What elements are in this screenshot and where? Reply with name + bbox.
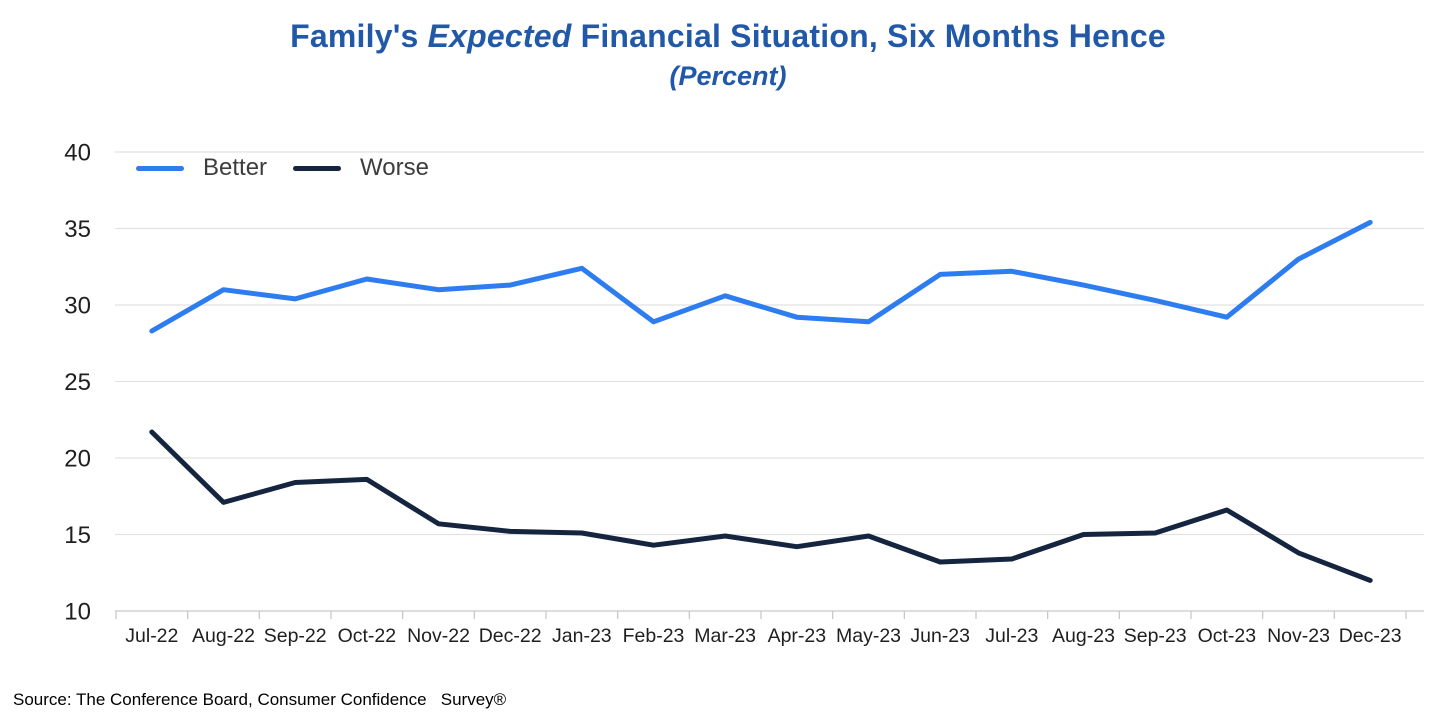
y-axis-tick-label: 25 [64,369,91,396]
legend-line-swatch-better [136,165,184,171]
x-axis-tick-label: Jul-23 [985,625,1038,647]
title-part-2: Financial Situation, Six Months Hence [571,18,1166,54]
y-axis-tick-label: 15 [64,522,91,549]
x-axis-tick-label: Oct-23 [1198,625,1257,647]
legend-line-swatch-worse [293,165,342,171]
chart-subtitle: (Percent) [669,61,787,91]
x-axis-tick-label: Mar-23 [694,625,756,647]
series-line-better [149,219,1373,334]
x-axis-tick-label: Dec-22 [479,625,542,647]
title-part-1: Family's [290,18,428,54]
x-axis-tick-label: Feb-23 [623,625,685,647]
x-axis-tick-label: Nov-23 [1267,625,1330,647]
title-part-italic: Expected [427,18,572,54]
x-axis-tick-label: Aug-22 [192,625,255,647]
x-axis-tick-label: Jun-23 [910,625,970,647]
source-note: Source: The Conference Board, Consumer C… [13,690,507,709]
y-axis-tick-label: 30 [64,292,91,319]
x-axis-tick-label: May-23 [836,625,901,647]
legend-label-worse: Worse [360,154,429,181]
series-line-worse [149,429,1373,583]
x-axis-tick-label: Jul-22 [125,625,178,647]
y-axis-tick-label: 10 [64,598,91,625]
x-axis-tick-label: Dec-23 [1339,625,1402,647]
y-axis-tick-label: 40 [64,139,91,166]
chart-legend: Better Worse [136,152,429,184]
y-axis-tick-label: 35 [64,216,91,243]
x-axis-tick-label: Jan-23 [552,625,612,647]
x-axis-tick-label: Apr-23 [768,625,827,647]
x-axis-tick-label: Sep-23 [1124,625,1187,647]
x-axis-tick-label: Nov-22 [407,625,470,647]
legend-item-worse: Worse [293,154,429,182]
x-axis-tick-label: Aug-23 [1052,625,1115,647]
legend-label-better: Better [203,154,268,181]
chart-title: Family's Expected Financial Situation, S… [0,18,1456,55]
y-axis-tick-label: 20 [64,445,91,472]
x-axis-tick-label: Sep-22 [264,625,327,647]
legend-item-better: Better [136,154,267,182]
x-axis-tick-label: Oct-22 [338,625,397,647]
